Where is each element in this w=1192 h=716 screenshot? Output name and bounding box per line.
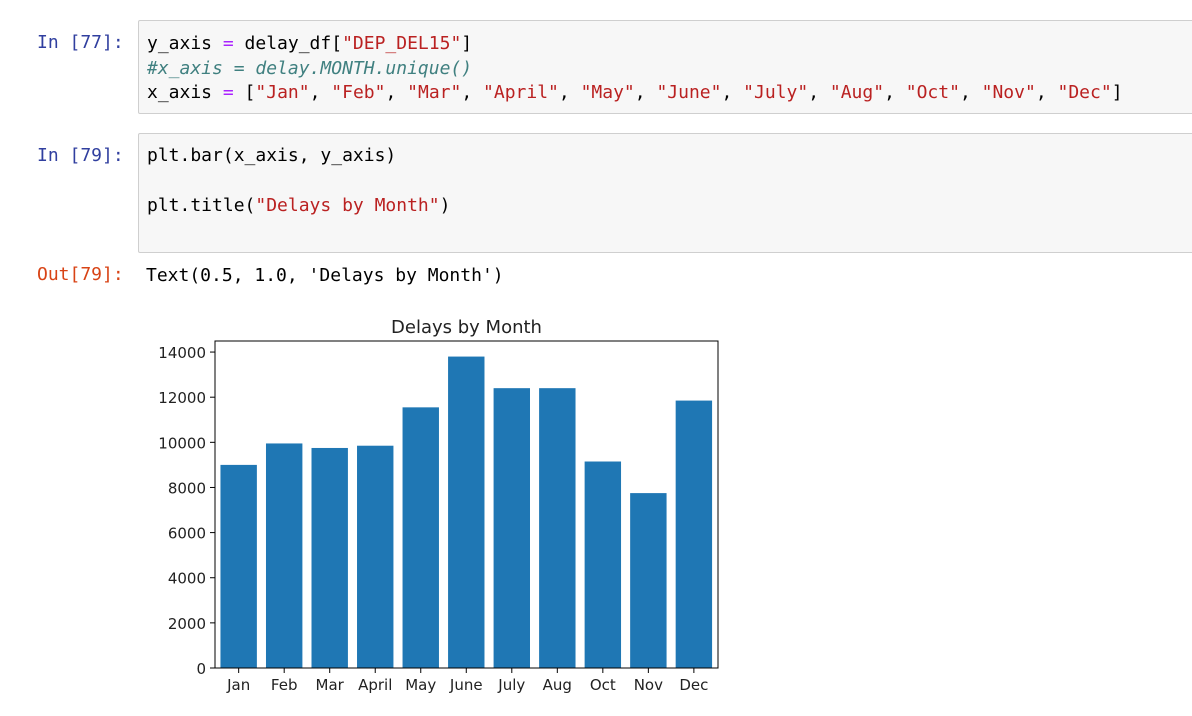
- cell-77-prompt: In [77]:: [37, 32, 124, 53]
- y-tick-label: 8000: [168, 479, 206, 497]
- code-token: plt.bar(x_axis, y_axis): [147, 145, 397, 166]
- x-tick-label: May: [405, 676, 436, 694]
- code-token: plt.title(: [147, 195, 256, 216]
- x-tick-label: June: [449, 676, 483, 694]
- bar: [539, 388, 576, 668]
- bar: [630, 493, 667, 668]
- bar: [448, 356, 485, 668]
- code-token: ,: [385, 82, 408, 103]
- x-tick-label: Aug: [543, 676, 572, 694]
- code-token: "May": [580, 82, 635, 103]
- cell-79-code-editor[interactable]: plt.bar(x_axis, y_axis) plt.title("Delay…: [138, 133, 1192, 253]
- y-tick-label: 6000: [168, 525, 206, 543]
- code-token: "July": [743, 82, 809, 103]
- code-token: #x_axis = delay.MONTH.unique(): [147, 58, 473, 79]
- code-token: ,: [309, 82, 332, 103]
- chart-title: Delays by Month: [391, 317, 542, 338]
- bar: [311, 447, 348, 668]
- code-token: "Feb": [331, 82, 386, 103]
- x-tick-label: Mar: [316, 676, 345, 694]
- code-token: x_axis: [147, 82, 223, 103]
- bar: [675, 400, 713, 668]
- code-token: ,: [1035, 82, 1058, 103]
- cell-77-code-editor[interactable]: y_axis = delay_df["DEP_DEL15"] #x_axis =…: [138, 20, 1192, 114]
- code-line: plt.title("Delays by Month"): [147, 194, 450, 218]
- code-token: "Dec": [1057, 82, 1112, 103]
- code-token: "Mar": [407, 82, 462, 103]
- code-token: ,: [634, 82, 657, 103]
- code-line: x_axis = ["Jan", "Feb", "Mar", "April", …: [147, 81, 1123, 105]
- bar: [584, 461, 622, 668]
- y-tick-label: 14000: [158, 344, 206, 362]
- bar: [357, 445, 394, 668]
- y-tick-label: 12000: [158, 389, 206, 407]
- code-line: y_axis = delay_df["DEP_DEL15"]: [147, 32, 472, 56]
- bar: [220, 464, 257, 668]
- code-token: ,: [558, 82, 581, 103]
- code-token: ]: [1111, 82, 1123, 103]
- bar: [402, 407, 439, 668]
- code-line: plt.bar(x_axis, y_axis): [147, 144, 396, 168]
- code-token: delay_df[: [233, 33, 343, 54]
- code-token: "Oct": [905, 82, 960, 103]
- x-tick-label: Feb: [271, 676, 298, 694]
- code-token: ]: [461, 33, 473, 54]
- output-text: Text(0.5, 1.0, 'Delays by Month'): [146, 265, 504, 286]
- code-token: =: [222, 33, 234, 54]
- bar: [265, 443, 303, 668]
- code-token: [: [233, 82, 256, 103]
- code-token: "June": [656, 82, 722, 103]
- code-token: "April": [483, 82, 559, 103]
- x-tick-label: April: [358, 676, 392, 694]
- code-token: ,: [884, 82, 906, 103]
- x-tick-label: Dec: [679, 676, 708, 694]
- bar-chart: Delays by Month 0 2000 4000 6000 8000 10000 120…: [158, 317, 719, 694]
- y-tick-label: 2000: [168, 615, 206, 633]
- y-tick-label: 0: [196, 660, 206, 678]
- code-token: ): [439, 195, 451, 216]
- code-line: #x_axis = delay.MONTH.unique(): [147, 57, 472, 81]
- bar: [493, 388, 531, 668]
- output-prompt: Out[79]:: [37, 264, 124, 285]
- code-token: =: [222, 82, 234, 103]
- cell-79-prompt: In [79]:: [37, 145, 124, 166]
- y-tick-label: 10000: [158, 434, 206, 452]
- code-token: "Aug": [829, 82, 885, 103]
- x-tick-label: Oct: [590, 676, 616, 694]
- code-token: ,: [721, 82, 744, 103]
- code-token: "Jan": [255, 82, 310, 103]
- code-token: ,: [959, 82, 982, 103]
- x-tick-label: July: [497, 676, 525, 694]
- x-tick-label: Jan: [226, 676, 250, 694]
- code-token: "DEP_DEL15": [342, 33, 462, 54]
- code-token: ,: [461, 82, 484, 103]
- code-token: "Nov": [981, 82, 1036, 103]
- code-token: "Delays by Month": [255, 195, 440, 216]
- code-token: ,: [808, 82, 830, 103]
- x-tick-label: Nov: [634, 676, 663, 694]
- y-tick-label: 4000: [168, 570, 206, 588]
- code-token: y_axis: [147, 33, 223, 54]
